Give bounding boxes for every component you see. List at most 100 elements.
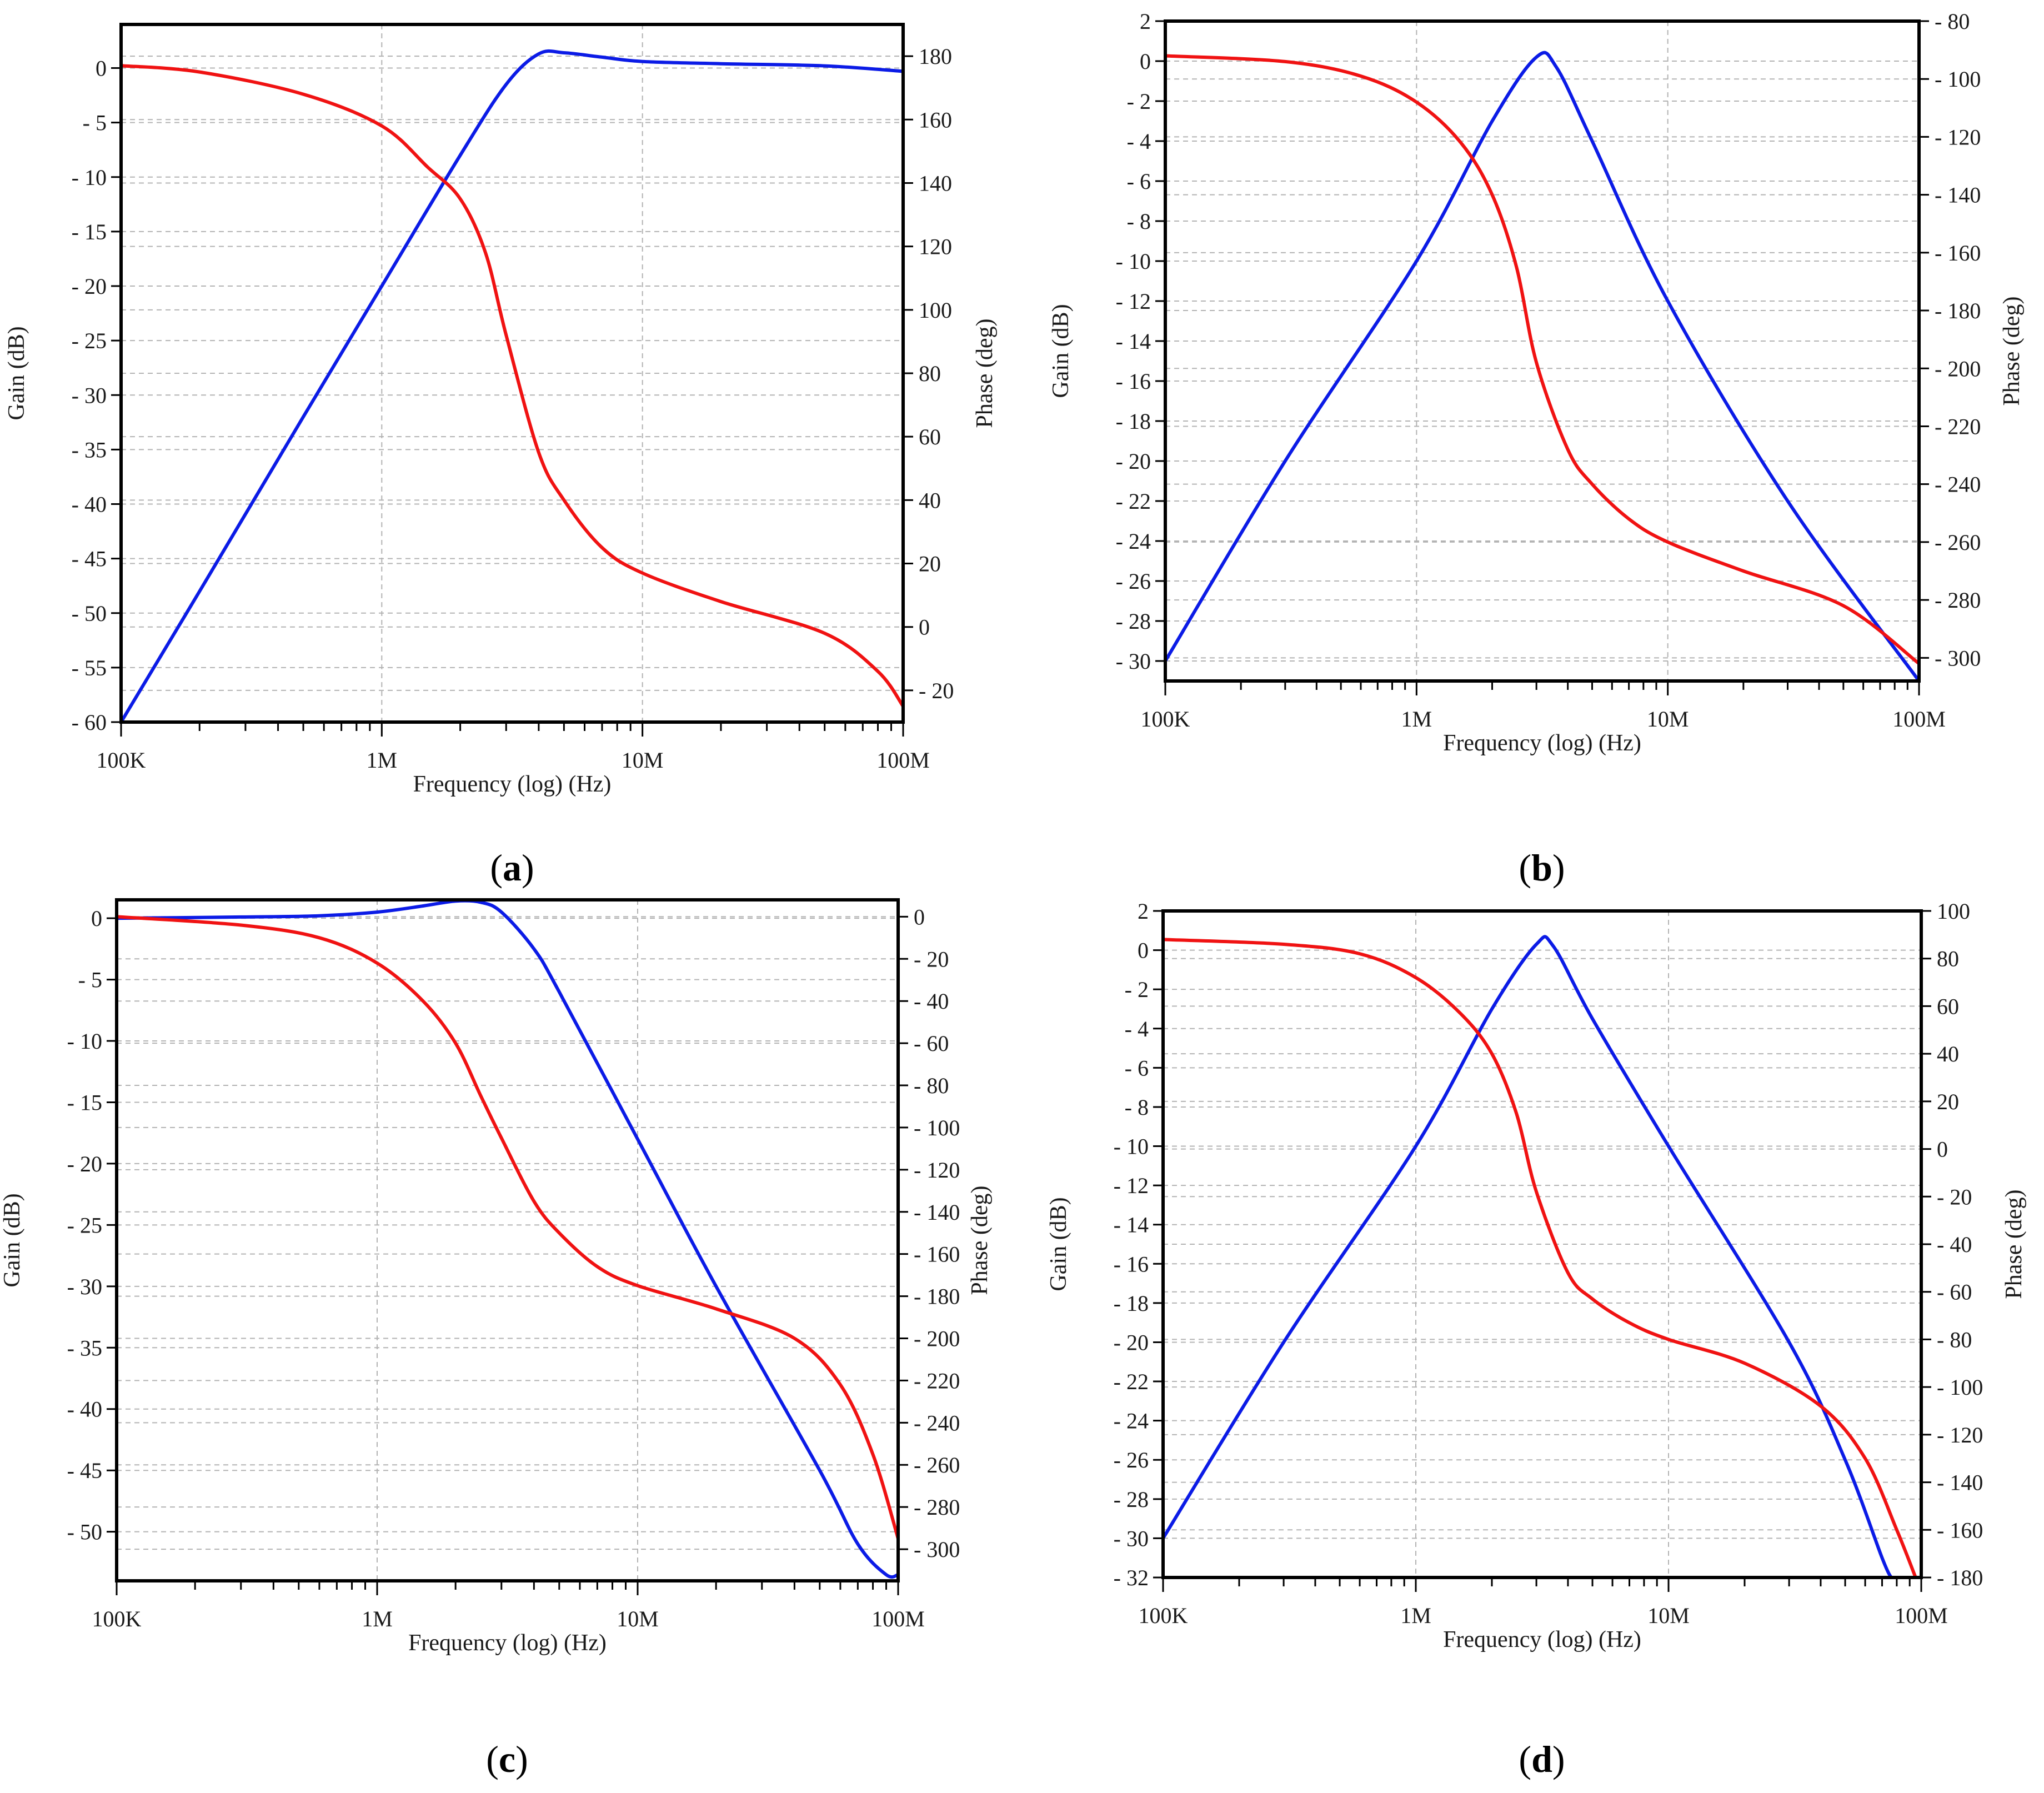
x-axis-title: Frequency (log) (Hz) <box>408 1630 607 1656</box>
y-tick-label: - 10 <box>1116 249 1151 274</box>
y2-tick-label: - 240 <box>914 1410 960 1435</box>
y-tick-label: - 20 <box>72 274 107 299</box>
panel-a: 100K 1M 10M 100M Frequency (log) (Hz) 0 - 5 - 1… <box>4 23 998 889</box>
y-tick-label: - 25 <box>67 1213 102 1238</box>
phase-line <box>1164 54 1921 665</box>
y-tick-label: - 4 <box>1125 1016 1149 1041</box>
y-axis-title: Gain (dB) <box>4 326 29 420</box>
gain-line <box>115 899 900 1579</box>
y-tick-label: - 35 <box>72 437 107 462</box>
x-axis: 100K 1M 10M 100M <box>92 1582 925 1631</box>
y-tick-label: - 28 <box>1116 609 1151 634</box>
y-tick-label: - 30 <box>72 383 107 408</box>
y-tick-label: - 14 <box>1116 329 1151 354</box>
y-tick-label: - 6 <box>1127 169 1151 194</box>
y-tick-label: - 50 <box>72 601 107 626</box>
y-tick-label: - 15 <box>67 1090 102 1115</box>
x-tick-label: 100M <box>876 748 930 773</box>
y2-tick-label: 20 <box>919 552 941 577</box>
y2-tick-label: - 20 <box>1937 1184 1972 1209</box>
y2-tick-label: - 20 <box>914 946 949 971</box>
y2-tick-label: - 280 <box>914 1495 960 1520</box>
y-tick-label: - 32 <box>1114 1565 1149 1590</box>
y-tick-label: - 40 <box>67 1397 102 1422</box>
y2-tick-label: - 100 <box>1937 1375 1983 1400</box>
y-axis-left: 2 0 - 2 - 4 - 6 - 8 - 10 - 12 - 14 - 16 - 18 - 20 - … <box>1116 9 1165 674</box>
y2-tick-label: - 220 <box>1935 414 1981 439</box>
y2-tick-label: - 140 <box>1935 183 1981 208</box>
x-axis-title: Frequency (log) (Hz) <box>413 772 612 797</box>
y2-tick-label: - 220 <box>914 1368 960 1393</box>
y-axis-right: 0 - 20 - 40 - 60 - 80 - 100 - 120 - 140 - 160 - 1… <box>898 904 960 1562</box>
y-tick-label: - 18 <box>1116 409 1151 434</box>
y-tick-label: - 14 <box>1114 1213 1149 1238</box>
y-tick-label: - 60 <box>72 710 107 735</box>
y2-tick-label: - 160 <box>1937 1517 1983 1542</box>
y2-tick-label: - 180 <box>914 1284 960 1309</box>
y2-tick-label: 80 <box>919 361 941 386</box>
y2-tick-label: - 140 <box>1937 1470 1983 1495</box>
x-tick-label: 10M <box>617 1606 659 1631</box>
y-tick-label: - 15 <box>72 219 107 244</box>
y2-tick-label: - 260 <box>914 1453 960 1478</box>
y2-tick-label: - 100 <box>914 1115 960 1140</box>
y2-tick-label: 120 <box>919 234 952 259</box>
series-group <box>1161 935 1917 1579</box>
y-axis-title: Gain (dB) <box>0 1193 25 1287</box>
y2-tick-label: - 20 <box>919 678 954 703</box>
y2-tick-label: - 300 <box>914 1537 960 1562</box>
x-tick-label: 100K <box>97 748 146 773</box>
grid <box>117 900 898 1581</box>
series-group <box>1164 51 1921 683</box>
y2-tick-label: - 80 <box>1937 1327 1972 1352</box>
grid <box>1163 911 1921 1577</box>
y2-tick-label: - 200 <box>914 1326 960 1351</box>
panel-caption: (b) <box>1519 847 1565 889</box>
y-tick-label: - 45 <box>67 1458 102 1483</box>
gain-line <box>1164 51 1921 683</box>
y2-tick-label: 180 <box>919 44 952 69</box>
phase-line <box>1161 938 1917 1579</box>
y2-tick-label: - 160 <box>1935 241 1981 266</box>
y2-tick-label: 100 <box>919 298 952 323</box>
x-tick-label: 100K <box>1141 707 1190 732</box>
x-tick-label: 100M <box>871 1606 925 1631</box>
y-tick-label: - 26 <box>1114 1448 1149 1473</box>
y-tick-label: - 28 <box>1114 1487 1149 1512</box>
y2-tick-label: - 300 <box>1935 645 1981 670</box>
x-tick-label: 10M <box>622 748 664 773</box>
grid <box>121 24 903 722</box>
y-tick-label: - 35 <box>67 1335 102 1360</box>
x-tick-label: 1M <box>1400 1603 1431 1628</box>
y-tick-label: - 8 <box>1125 1095 1149 1120</box>
x-tick-label: 100K <box>1139 1603 1188 1628</box>
panel-b: 100K 1M 10M 100M Frequency (log) (Hz) 2 0 - 2 - … <box>1048 9 2025 889</box>
y-tick-label: - 10 <box>67 1029 102 1054</box>
y2-tick-label: - 40 <box>914 989 949 1014</box>
y2-tick-label: - 160 <box>914 1242 960 1267</box>
y2-tick-label: - 80 <box>1935 9 1970 34</box>
y-tick-label: - 25 <box>72 328 107 353</box>
y-axis-right: 100 80 60 40 20 0 - 20 - 40 - 60 - 80 - 100 - 120 - … <box>1921 899 1983 1590</box>
y2-tick-label: - 200 <box>1935 356 1981 381</box>
y-axis-title: Gain (dB) <box>1046 1197 1071 1291</box>
y2-tick-label: - 280 <box>1935 588 1981 613</box>
y-tick-label: - 24 <box>1116 529 1151 554</box>
y-tick-label: - 30 <box>67 1274 102 1299</box>
y-tick-label: - 5 <box>78 968 102 993</box>
x-tick-label: 100M <box>1895 1603 1948 1628</box>
y2-tick-label: - 40 <box>1937 1232 1972 1257</box>
y2-tick-label: - 80 <box>914 1073 949 1098</box>
x-axis: 100K 1M 10M 100M <box>97 724 930 773</box>
y-tick-label: 0 <box>1140 49 1151 74</box>
x-tick-label: 10M <box>1647 707 1689 732</box>
y2-tick-label: - 240 <box>1935 472 1981 497</box>
y-tick-label: 0 <box>1138 938 1149 963</box>
gain-line <box>119 49 905 724</box>
y-tick-label: - 5 <box>83 111 107 136</box>
series-group <box>115 899 900 1579</box>
panel-caption: (a) <box>490 847 534 889</box>
plot-frame <box>1164 19 1921 683</box>
plot-frame <box>115 898 900 1582</box>
